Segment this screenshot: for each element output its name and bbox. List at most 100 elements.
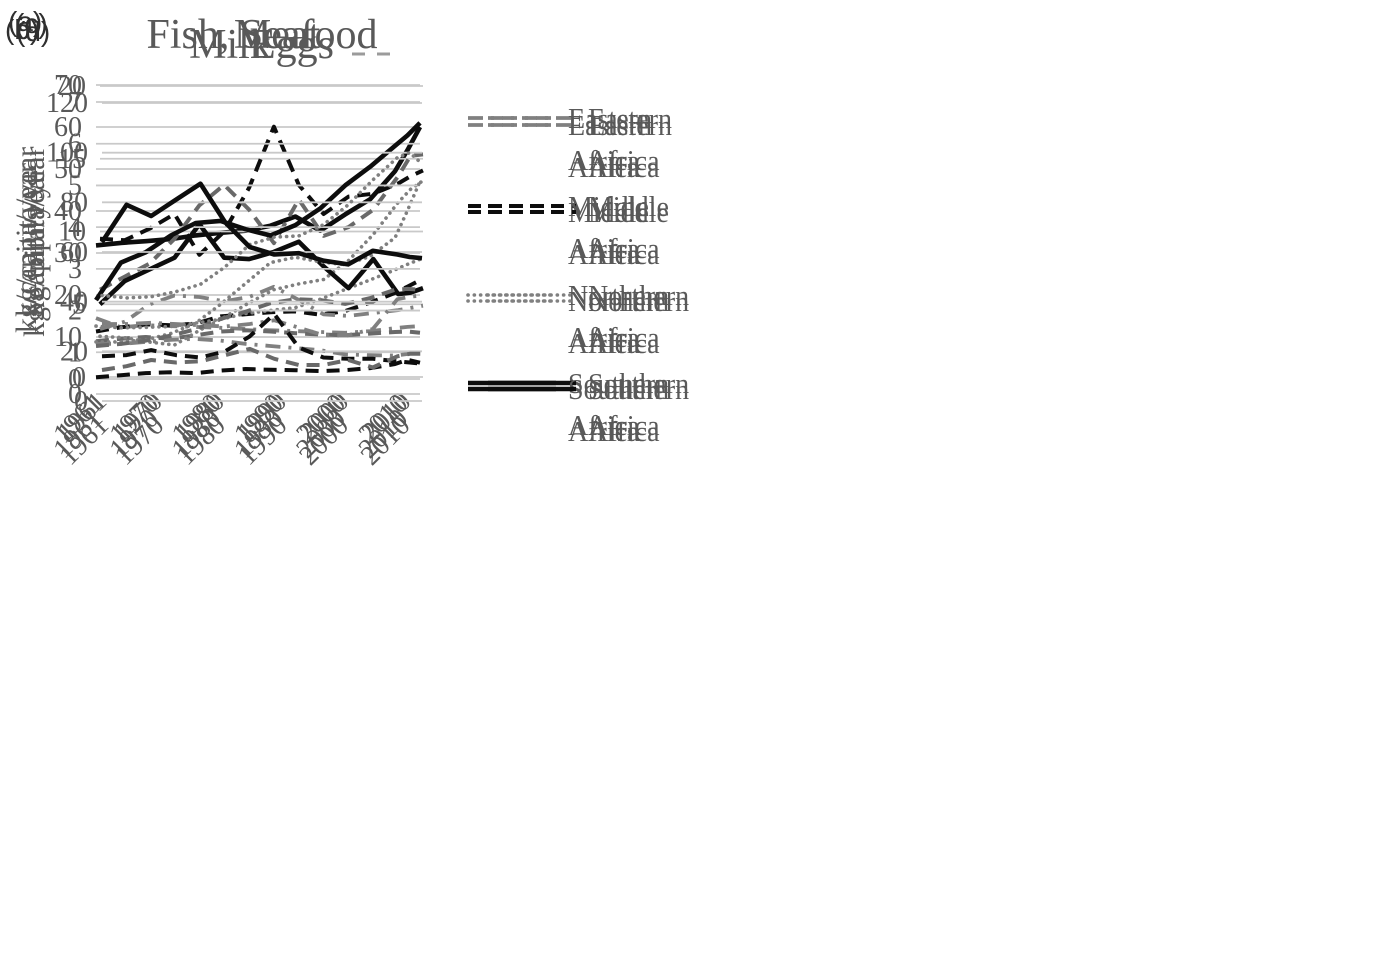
- chart-title-meat: Meat: [234, 12, 321, 58]
- legend-label-line2: Africa: [568, 240, 640, 271]
- y-tick-label-100: 100: [46, 138, 88, 169]
- legend-item-northern-africa: Northern Africa: [486, 287, 689, 360]
- y-tick-label-30: 30: [54, 238, 82, 269]
- x-tick-label-2000: 2000: [293, 410, 355, 472]
- chart-title-fish: Fish, Seafood: [147, 12, 378, 58]
- y-tick-label-60: 60: [60, 237, 88, 268]
- y-tick-label-6: 6: [68, 129, 82, 160]
- y-tick-label-0: 0: [72, 362, 86, 393]
- legend-item-southern-africa: Southern Africa: [468, 369, 669, 442]
- series-line-middle-africa: [95, 357, 421, 380]
- y-tick-label-5: 5: [68, 170, 82, 201]
- legend-item-middle-africa: Middle Africa: [488, 192, 669, 265]
- legend-label-line1: Eastern: [568, 104, 652, 135]
- y-tick-label-40: 40: [60, 287, 88, 318]
- x-tick-label-1990: 1990: [232, 410, 294, 472]
- y-tick-label-80: 80: [60, 187, 88, 218]
- panel-letter-a: (a): [8, 6, 43, 37]
- y-tick-label-20: 20: [58, 71, 86, 102]
- legend-label-line2: Africa: [588, 411, 660, 442]
- series-line-unlabeled-gray-dashed-series: [95, 328, 421, 344]
- y-tick-label-20: 20: [54, 280, 82, 311]
- y-tick-label-10: 10: [54, 322, 82, 353]
- legend-label-line1: Middle: [588, 198, 669, 229]
- panel-d-milk: (d) 0 20 40 60 80 100 120 1961 1970 1980 1990 2000 2…: [0, 0, 700, 483]
- x-tick-label-2010: 2010: [355, 410, 417, 472]
- y-tick-label-0: 0: [68, 379, 82, 410]
- panel-letter-c: (c): [15, 8, 48, 39]
- legend-label-line2: Africa: [588, 153, 660, 184]
- legend-label-line1: Northern: [588, 281, 689, 312]
- panel-a-meat: (a) 0 10 20 30 40 50 60 70 1961 1970 1980 1990 2000 2…: [0, 0, 700, 483]
- legend-label-line2: Africa: [588, 329, 660, 360]
- panel-c-fish-seafood: (c) 0 5 10 15 20 1961 1970 1980 1990 2000 2010 Fis…: [0, 0, 700, 483]
- legend-item-middle-africa: Middle Africa: [488, 198, 669, 271]
- legend-item-southern-africa: Southern Africa: [488, 369, 689, 442]
- x-tick-label-1970: 1970: [109, 410, 171, 472]
- legend-label-line1: Southern: [568, 369, 669, 400]
- legend-label-line1: Northern: [568, 287, 669, 318]
- legend-item-southern-africa: Southern Africa: [488, 375, 689, 448]
- y-tick-label-4: 4: [68, 212, 82, 243]
- series-line-unlabeled-gray-dashed-series: [99, 152, 424, 292]
- y-tick-label-20: 20: [60, 336, 88, 367]
- y-tick-label-60: 60: [54, 112, 82, 143]
- legend-label-line2: Africa: [588, 417, 660, 448]
- y-tick-label-40: 40: [54, 196, 82, 227]
- y-tick-label-0: 0: [74, 386, 88, 417]
- legend-label-line2: Africa: [568, 329, 640, 360]
- chart-title-milk: Milk: [189, 22, 271, 68]
- legend-label-line2: Africa: [568, 323, 640, 354]
- legend-label-line2: Africa: [588, 240, 660, 271]
- legend-label-line1: Middle: [568, 192, 649, 223]
- legend-item-northern-africa: Northern Africa: [486, 281, 689, 354]
- legend-label-line1: Northern: [568, 281, 669, 312]
- legend-label-line1: Southern: [568, 375, 669, 406]
- legend-label-line1: Eastern: [568, 111, 652, 142]
- legend-item-eastern-africa: Eastern Africa: [488, 104, 672, 177]
- legend-item-eastern-africa: Eastern Africa: [468, 111, 652, 184]
- series-line-middle-africa: [95, 278, 421, 334]
- y-tick-label-1: 1: [68, 337, 82, 368]
- legend-label-line2: Africa: [568, 153, 640, 184]
- x-tick-label-1961: 1961: [53, 410, 115, 472]
- legend-label-line2: Africa: [568, 417, 640, 448]
- series-line-southern-africa: [95, 125, 423, 248]
- x-tick-label-1980: 1980: [170, 410, 232, 472]
- legend-label-line2: Africa: [568, 234, 640, 265]
- legend-label-line1: Eastern: [588, 111, 672, 142]
- legend-item-eastern-africa: Eastern Africa: [468, 104, 652, 177]
- legend-label-line1: Southern: [588, 375, 689, 406]
- chart-title-eggs: Eggs: [250, 22, 334, 68]
- y-axis-label: kg/capita/year: [18, 167, 51, 337]
- y-axis-label: kg/capita/year: [10, 163, 43, 333]
- legend-item-southern-africa: Southern Africa: [468, 375, 669, 448]
- series-line-unlabeled-gray-dashed-series: [101, 346, 422, 372]
- series-line-eastern-africa: [102, 293, 423, 338]
- series-line-eastern-africa: [96, 336, 421, 358]
- y-tick-label-50: 50: [54, 154, 82, 185]
- y-tick-label-0: 0: [68, 364, 82, 395]
- y-tick-label-2: 2: [68, 296, 82, 327]
- legend-label-line2: Africa: [588, 146, 660, 177]
- legend-label-line2: Africa: [588, 323, 660, 354]
- y-tick-label-3: 3: [68, 254, 82, 285]
- y-tick-label-15: 15: [58, 144, 86, 175]
- y-tick-label-120: 120: [46, 88, 88, 119]
- series-line-unlabeled-gray-dashed-series: [95, 286, 421, 348]
- legend-label-line2: Africa: [568, 411, 640, 442]
- legend-label-line1: Middle: [568, 198, 649, 229]
- legend-label-line1: Northern: [588, 287, 689, 318]
- legend-label-line2: Africa: [588, 234, 660, 265]
- y-axis-label: kg/capita/year: [18, 147, 51, 317]
- y-axis-label: kg/capita/year: [10, 147, 43, 317]
- legend-label-line1: Middle: [588, 192, 669, 223]
- y-tick-label-10: 10: [58, 217, 86, 248]
- legend-item-northern-africa: Northern Africa: [466, 281, 669, 354]
- y-tick-label-5: 5: [72, 289, 86, 320]
- legend-item-eastern-africa: Eastern Africa: [488, 111, 672, 184]
